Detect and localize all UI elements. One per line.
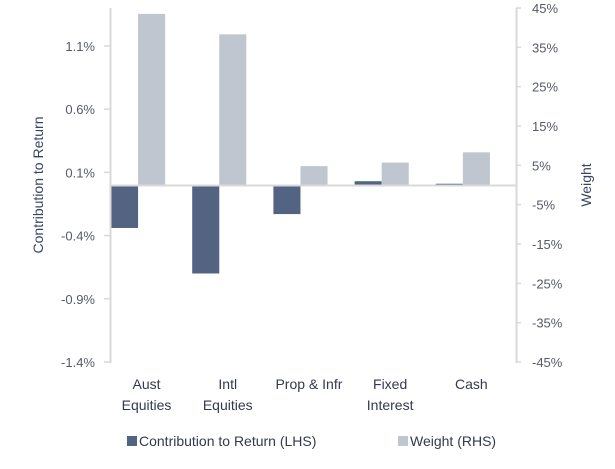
contribution-bar-3 (354, 181, 382, 185)
category-label: Cash (455, 376, 488, 392)
right-tick-label: 45% (532, 1, 558, 16)
right-tick-label: -45% (532, 355, 563, 370)
left-tick-label: 0.6% (65, 102, 95, 117)
category-label: Equities (122, 397, 172, 413)
legend-label-contribution: Contribution to Return (LHS) (139, 433, 316, 449)
right-tick-label: 25% (532, 80, 558, 95)
category-label: Fixed (373, 376, 407, 392)
left-axis-label: Contribution to Return (30, 117, 46, 254)
left-tick-label: -1.4% (61, 355, 95, 370)
left-ticks: 1.1% 0.6% 0.1% -0.4% -0.9% -1.4% (61, 39, 110, 370)
right-tick-label: -25% (532, 276, 563, 291)
weight-bar-3 (381, 162, 409, 185)
category-label: Interest (367, 397, 414, 413)
category-label: Prop & Infr (275, 376, 342, 392)
right-tick-label: 15% (532, 119, 558, 134)
right-tick-label: -15% (532, 237, 563, 252)
left-tick-label: -0.9% (61, 292, 95, 307)
right-axis-label: Weight (578, 163, 594, 206)
weight-bar-4 (462, 152, 490, 185)
right-ticks: 45% 35% 25% 15% 5% -5% -15% -25% -35% -45% (516, 1, 563, 370)
weight-bar-2 (300, 166, 328, 185)
bars-group (111, 13, 490, 274)
legend-swatch-weight (398, 436, 408, 446)
legend-label-weight: Weight (RHS) (410, 433, 496, 449)
legend-swatch-contribution (127, 436, 137, 446)
weight-bar-1 (219, 34, 247, 185)
category-label: Equities (203, 397, 253, 413)
left-tick-label: -0.4% (61, 229, 95, 244)
contribution-bar-2 (273, 185, 301, 215)
contribution-bar-1 (192, 185, 220, 274)
legend: Contribution to Return (LHS) Weight (RHS… (127, 433, 496, 449)
right-tick-label: 5% (532, 158, 551, 173)
right-tick-label: -5% (532, 198, 556, 213)
category-label: Aust (133, 376, 161, 392)
weight-bar-0 (138, 13, 166, 186)
right-tick-label: -35% (532, 316, 563, 331)
category-labels: Aust Equities Intl Equities Prop & Infr Fixed… (122, 376, 488, 413)
left-tick-label: 1.1% (65, 39, 95, 54)
left-tick-label: 0.1% (65, 165, 95, 180)
right-tick-label: 35% (532, 40, 558, 55)
contribution-bar-0 (111, 185, 139, 228)
contribution-bar-4 (435, 183, 463, 185)
category-label: Intl (218, 376, 237, 392)
